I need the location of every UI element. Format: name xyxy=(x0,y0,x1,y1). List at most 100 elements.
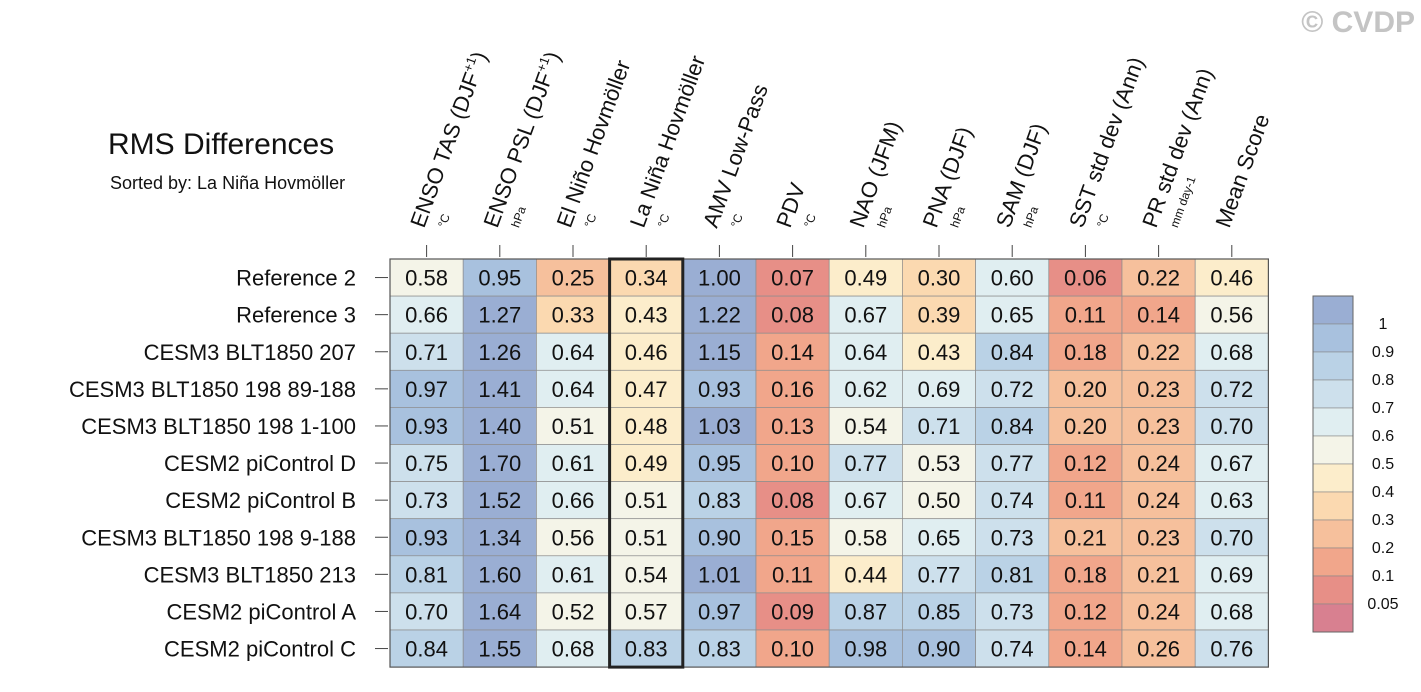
heatmap-cell xyxy=(462,407,537,445)
cell-value: 0.64 xyxy=(552,377,595,402)
heatmap-cell xyxy=(682,407,757,445)
heatmap-cell xyxy=(1048,629,1123,668)
heatmap-cell xyxy=(462,444,537,482)
cell-value: 0.10 xyxy=(771,451,814,476)
cell-value: 0.49 xyxy=(844,266,887,291)
heatmap-cell xyxy=(609,332,684,371)
heatmap-cell xyxy=(536,592,610,631)
heatmap-cell xyxy=(1048,369,1123,408)
cell-value: 0.23 xyxy=(1137,377,1180,402)
cell-value: 0.93 xyxy=(405,414,448,439)
heatmap-cell xyxy=(902,258,976,297)
cell-value: 0.30 xyxy=(918,266,961,291)
grid-border xyxy=(389,258,1270,668)
cell-value: 0.46 xyxy=(1210,266,1253,291)
cell-value: 0.18 xyxy=(1064,562,1107,587)
cell-value: 1.64 xyxy=(478,599,521,624)
cell-value: 1.27 xyxy=(478,303,521,328)
cell-value: 0.73 xyxy=(991,599,1034,624)
heatmap-cell xyxy=(755,369,830,408)
cell-value: 0.63 xyxy=(1210,488,1253,513)
cell-value: 0.83 xyxy=(698,637,741,662)
cell-value: 0.24 xyxy=(1137,451,1180,476)
cell-value: 1.40 xyxy=(478,414,521,439)
cell-value: 0.20 xyxy=(1064,414,1107,439)
colorbar-label: 0.9 xyxy=(1372,344,1394,361)
cell-value: 0.25 xyxy=(552,266,595,291)
heatmap-cell xyxy=(1194,258,1269,297)
row-label: Reference 2 xyxy=(236,266,356,291)
cell-value: 0.56 xyxy=(552,525,595,550)
heatmap-cell xyxy=(1048,555,1123,594)
heatmap-cell xyxy=(1048,592,1123,631)
cell-value: 0.56 xyxy=(1210,303,1253,328)
cell-value: 0.68 xyxy=(1210,340,1253,365)
heatmap-cell xyxy=(755,481,830,520)
heatmap-cell xyxy=(1048,332,1123,371)
cell-value: 0.62 xyxy=(844,377,887,402)
column-header: Mean Score xyxy=(1210,111,1274,231)
column-header: SAM (DJF)hPa xyxy=(991,120,1052,231)
cell-value: 0.60 xyxy=(991,266,1034,291)
cell-value: 0.49 xyxy=(625,451,668,476)
heatmap-cell xyxy=(682,444,757,482)
column-unit: °C xyxy=(1094,212,1112,230)
column-unit: °C xyxy=(801,212,819,230)
cell-value: 0.61 xyxy=(552,562,595,587)
colorbar-label: 0.2 xyxy=(1372,540,1394,557)
cell-value: 0.93 xyxy=(405,525,448,550)
cell-value: 0.12 xyxy=(1064,451,1107,476)
colorbar-label: 0.3 xyxy=(1372,512,1394,529)
cell-value: 0.39 xyxy=(918,303,961,328)
heatmap-cell xyxy=(389,592,464,631)
row-label: CESM3 BLT1850 198 1-100 xyxy=(81,414,356,439)
cell-value: 0.98 xyxy=(844,637,887,662)
colorbar-segment xyxy=(1312,407,1354,437)
heatmap-cell xyxy=(462,295,537,334)
heatmap-cell xyxy=(682,481,757,520)
heatmap-cell xyxy=(1121,332,1196,371)
cell-value: 0.65 xyxy=(918,525,961,550)
cell-value: 0.77 xyxy=(918,562,961,587)
cell-value: 0.08 xyxy=(771,303,814,328)
cell-value: 0.11 xyxy=(772,562,813,587)
colorbar-label: 0.7 xyxy=(1372,400,1394,417)
row-label: Reference 3 xyxy=(236,303,356,328)
cell-value: 0.74 xyxy=(991,488,1034,513)
cell-value: 0.67 xyxy=(1210,451,1253,476)
cell-value: 0.70 xyxy=(1210,525,1253,550)
heatmap-cell xyxy=(828,481,903,520)
heatmap-cell xyxy=(755,407,830,445)
colorbar-label: 0.6 xyxy=(1372,428,1394,445)
cell-value: 0.16 xyxy=(771,377,814,402)
column-label: Mean Score xyxy=(1210,111,1274,231)
cell-value: 0.11 xyxy=(1065,303,1106,328)
cell-value: 0.15 xyxy=(771,525,814,550)
row-label: CESM3 BLT1850 198 9-188 xyxy=(81,525,356,550)
cell-value: 0.44 xyxy=(844,562,887,587)
heatmap-cell xyxy=(1194,407,1269,445)
heatmap-cell xyxy=(1048,481,1123,520)
row-label: CESM2 piControl B xyxy=(165,488,356,513)
colorbar-label: 0.5 xyxy=(1372,456,1394,473)
column-header: NAO (JFM)hPa xyxy=(844,118,906,231)
heatmap-cell xyxy=(682,332,757,371)
row-label: CESM2 piControl D xyxy=(164,451,356,476)
heatmap-cell xyxy=(755,444,830,482)
heatmap-cell xyxy=(828,369,903,408)
heatmap-cell xyxy=(536,295,610,334)
cell-value: 0.71 xyxy=(918,414,961,439)
heatmap-cell xyxy=(389,332,464,371)
cell-value: 0.70 xyxy=(405,599,448,624)
colorbar-segment xyxy=(1312,351,1354,381)
cell-value: 0.71 xyxy=(405,340,448,365)
colorbar-segment xyxy=(1312,491,1354,521)
column-unit: hPa xyxy=(874,204,895,229)
cell-value: 0.43 xyxy=(918,340,961,365)
row-label: CESM3 BLT1850 213 xyxy=(144,562,356,587)
cell-value: 0.47 xyxy=(625,377,668,402)
heatmap-cell xyxy=(828,295,903,334)
colorbar-label: 0.1 xyxy=(1372,568,1394,585)
heatmap-cell xyxy=(462,332,537,371)
